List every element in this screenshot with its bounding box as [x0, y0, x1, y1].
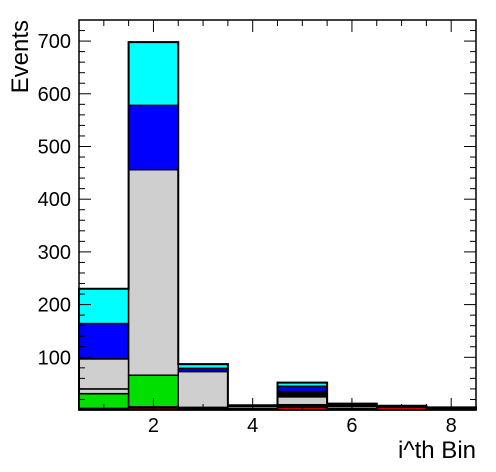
x-tick-label: 8: [446, 415, 457, 437]
bar-segment-bin2-series7: [127, 104, 179, 171]
y-axis-title: Events: [7, 20, 34, 93]
x-tick-label: 4: [247, 415, 258, 437]
bar-segment-bin2-series3: [127, 168, 179, 376]
y-tick-label: 500: [38, 136, 71, 158]
x-tick-label: 2: [148, 415, 159, 437]
x-axis-title: i^th Bin: [398, 437, 476, 464]
bar-segment-bin5-series3: [276, 396, 328, 406]
y-tick-label: 400: [38, 189, 71, 211]
bar-segment-bin1-series8: [78, 288, 130, 325]
bar-segment-bin1-series6: [78, 358, 130, 390]
y-tick-label: 300: [38, 242, 71, 264]
x-tick-label: 6: [346, 415, 357, 437]
bar-segment-bin2-series8: [127, 41, 179, 107]
y-tick-label: 100: [38, 347, 71, 369]
ticks-layer: [79, 20, 476, 410]
bar-segment-bin5-series7: [276, 385, 328, 393]
y-tick-label: 200: [38, 295, 71, 317]
bar-segment-bin3-series3: [177, 370, 229, 409]
tick-labels-layer: 2 4 6 8 100 200 300 400 500 600 700: [38, 31, 457, 437]
y-tick-label: 600: [38, 84, 71, 106]
y-tick-label: 700: [38, 31, 71, 53]
bar-segment-bin1-series7: [78, 322, 130, 360]
